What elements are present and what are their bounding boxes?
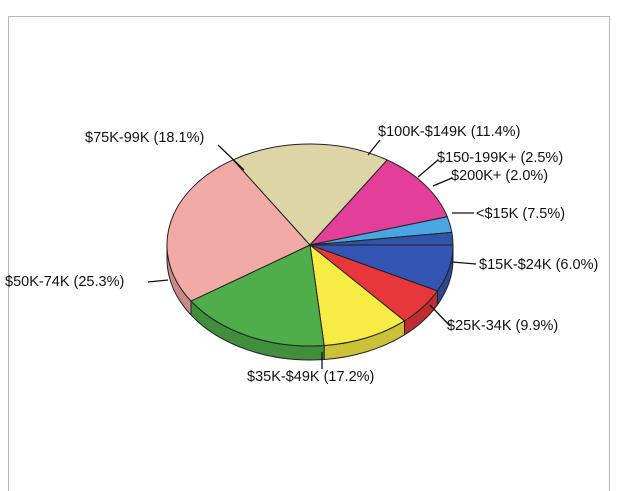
label-leader-6	[367, 139, 381, 156]
slice-label-6: $100K-$149K (11.4%)	[378, 124, 520, 140]
slice-label-5: $75K-99K (18.1%)	[85, 130, 204, 146]
chart-frame	[8, 16, 610, 491]
pie-slice-2	[309, 244, 405, 347]
label-leader-2	[429, 304, 451, 327]
pie-slices	[166, 143, 454, 347]
label-leaders	[147, 139, 477, 369]
label-leader-5	[217, 144, 245, 171]
slice-label-0: <$15K (7.5%)	[476, 206, 565, 222]
slice-label-1: $15K-$24K (6.0%)	[479, 257, 598, 273]
pie-slice-8	[309, 231, 454, 246]
slice-label-2: $25K-34K (9.9%)	[447, 318, 558, 334]
label-leader-7	[417, 159, 439, 178]
label-leader-1	[451, 261, 477, 265]
slice-label-3: $35K-$49K (17.2%)	[247, 369, 374, 385]
pie-slice-4	[166, 159, 311, 302]
label-leader-4	[147, 279, 169, 283]
pie-slice-5	[232, 143, 388, 246]
slice-labels: <$15K (7.5%) $15K-$24K (6.0%) $25K-34K (9.…	[5, 124, 598, 385]
pie-slice-3	[190, 244, 325, 347]
slice-label-4: $50K-74K (25.3%)	[5, 274, 124, 290]
label-leader-8	[432, 177, 453, 187]
slice-label-7: $150-199K+ (2.5%)	[437, 150, 563, 166]
slice-label-8: $200K+ (2.0%)	[451, 168, 548, 184]
